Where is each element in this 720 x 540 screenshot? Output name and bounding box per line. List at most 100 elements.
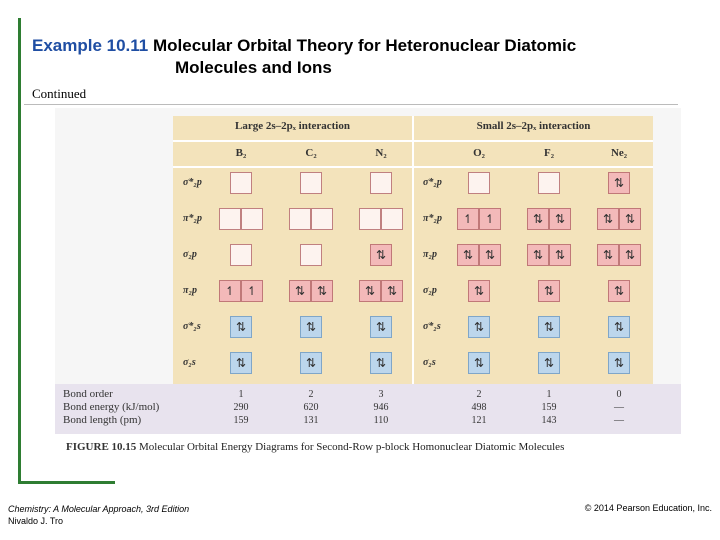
orbital-box — [300, 244, 322, 266]
bond-value: 620 — [303, 402, 319, 413]
orbital-box: ⇅ — [619, 208, 641, 230]
orbital-label: σ*₂p — [423, 177, 442, 188]
bond-value: 1 — [546, 389, 552, 400]
group-separator — [412, 116, 414, 384]
molecule-header: N₂ — [375, 147, 387, 159]
row-separator — [173, 140, 653, 142]
footer-book: Chemistry: A Molecular Approach, 3rd Edi… — [8, 504, 190, 514]
orbital-box: ⇅ — [359, 280, 381, 302]
molecule-header: O₂ — [473, 147, 485, 159]
orbital-label: π₂p — [423, 249, 437, 260]
orbital-label: σ*₂s — [423, 321, 441, 332]
bond-energy-label: Bond energy (kJ/mol) — [63, 401, 160, 413]
orbital-box: ⇅ — [230, 316, 252, 338]
bond-value: 946 — [373, 402, 389, 413]
group-header-large: Large 2s–2pₓ interaction — [235, 120, 350, 132]
divider — [24, 104, 678, 105]
orbital-box — [381, 208, 403, 230]
orbital-box: ⇅ — [370, 352, 392, 374]
orbital-label: σ₂p — [183, 249, 197, 260]
orbital-label: σ*₂p — [183, 177, 202, 188]
frame-horizontal-bar — [18, 481, 115, 484]
row-separator — [173, 166, 653, 168]
orbital-box — [241, 208, 263, 230]
orbital-box: ⇅ — [619, 244, 641, 266]
bond-value: 3 — [378, 389, 384, 400]
title-line-1: Molecular Orbital Theory for Heteronucle… — [153, 36, 577, 55]
figure-caption: FIGURE 10.15 Molecular Orbital Energy Di… — [66, 441, 564, 453]
bond-length-label: Bond length (pm) — [63, 414, 142, 426]
orbital-box — [370, 172, 392, 194]
molecule-header: C₂ — [305, 147, 317, 159]
bond-value: 1 — [238, 389, 244, 400]
title-line-2: Molecules and Ions — [175, 58, 332, 77]
slide-title: Example 10.11 Molecular Orbital Theory f… — [32, 35, 577, 77]
orbital-box: ⇅ — [230, 352, 252, 374]
orbital-box — [230, 244, 252, 266]
bond-value: 0 — [616, 389, 622, 400]
orbital-box: ⇅ — [468, 280, 490, 302]
footer-author: Nivaldo J. Tro — [8, 516, 64, 526]
orbital-box — [230, 172, 252, 194]
bond-value: 498 — [471, 402, 487, 413]
orbital-box: ⇅ — [538, 280, 560, 302]
caption-text: Molecular Orbital Energy Diagrams for Se… — [139, 441, 565, 453]
mo-diagram-table: Large 2s–2pₓ interaction Small 2s–2pₓ in… — [173, 116, 653, 384]
orbital-box: ⇅ — [289, 280, 311, 302]
orbital-box — [468, 172, 490, 194]
orbital-box: ⇅ — [479, 244, 501, 266]
orbital-box: ⇅ — [300, 352, 322, 374]
orbital-box: ↿ — [241, 280, 263, 302]
orbital-box: ⇅ — [608, 280, 630, 302]
bond-value: 110 — [373, 415, 389, 426]
orbital-box: ⇅ — [370, 244, 392, 266]
orbital-box: ⇅ — [527, 208, 549, 230]
bond-order-label: Bond order — [63, 388, 113, 400]
bond-value: 159 — [233, 415, 249, 426]
orbital-label: π*₂p — [183, 213, 202, 224]
group-header-small: Small 2s–2pₓ interaction — [476, 120, 591, 132]
bond-value: 131 — [303, 415, 319, 426]
orbital-box: ⇅ — [527, 244, 549, 266]
bond-value: 290 — [233, 402, 249, 413]
orbital-box: ⇅ — [597, 208, 619, 230]
orbital-box — [300, 172, 322, 194]
molecule-header: B₂ — [235, 147, 247, 159]
orbital-label: π*₂p — [423, 213, 442, 224]
footer-copyright: © 2014 Pearson Education, Inc. — [584, 503, 712, 513]
orbital-label: π₂p — [183, 285, 197, 296]
orbital-box — [359, 208, 381, 230]
orbital-box — [538, 172, 560, 194]
molecule-header: F₂ — [543, 147, 555, 159]
bond-value: 121 — [471, 415, 487, 426]
orbital-box: ⇅ — [468, 352, 490, 374]
footer-left: Chemistry: A Molecular Approach, 3rd Edi… — [8, 503, 189, 527]
orbital-box: ⇅ — [608, 352, 630, 374]
example-label: Example 10.11 — [32, 36, 149, 55]
molecule-header: Ne₂ — [610, 147, 628, 159]
orbital-box: ⇅ — [468, 316, 490, 338]
orbital-box: ⇅ — [370, 316, 392, 338]
continued-label: Continued — [32, 86, 87, 101]
caption-label: FIGURE 10.15 — [66, 441, 137, 453]
bond-value: — — [614, 402, 624, 413]
orbital-box: ↿ — [479, 208, 501, 230]
bond-properties-panel: Bond order Bond energy (kJ/mol) Bond len… — [55, 384, 681, 434]
orbital-label: σ₂p — [423, 285, 437, 296]
orbital-box: ↿ — [219, 280, 241, 302]
frame-vertical-bar — [18, 18, 21, 484]
orbital-box — [219, 208, 241, 230]
orbital-box: ⇅ — [538, 316, 560, 338]
orbital-box: ⇅ — [608, 172, 630, 194]
bond-value: — — [614, 415, 624, 426]
orbital-box — [311, 208, 333, 230]
bond-value: 2 — [476, 389, 482, 400]
orbital-box: ⇅ — [381, 280, 403, 302]
orbital-box: ⇅ — [549, 208, 571, 230]
orbital-box: ↿ — [457, 208, 479, 230]
orbital-label: σ₂s — [423, 357, 436, 368]
orbital-box: ⇅ — [300, 316, 322, 338]
orbital-label: σ₂s — [183, 357, 196, 368]
orbital-box: ⇅ — [311, 280, 333, 302]
bond-value: 143 — [541, 415, 557, 426]
